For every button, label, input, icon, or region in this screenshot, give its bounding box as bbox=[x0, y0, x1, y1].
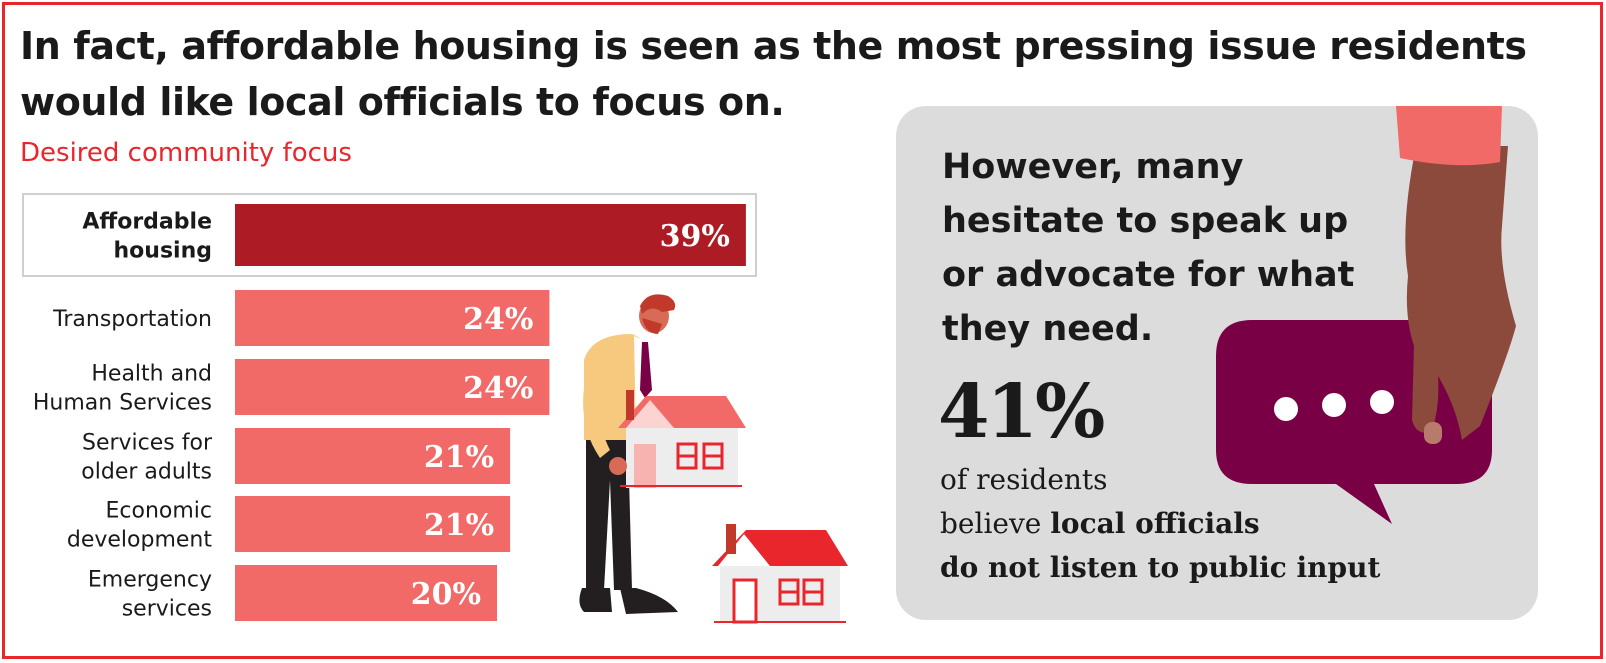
bar-chart: 39% Affordable housing 24% Transportation 24%… bbox=[22, 193, 757, 622]
callout-heading: However, many hesitate to speak up or ad… bbox=[942, 147, 1355, 349]
stat-line-2: believe local officials bbox=[940, 502, 1460, 546]
bar bbox=[235, 565, 497, 621]
bar bbox=[235, 496, 511, 552]
stat-line-3: do not listen to public input bbox=[940, 551, 1381, 584]
highlight-box bbox=[22, 193, 757, 277]
stat-value: 41% bbox=[938, 369, 1105, 455]
stat-line-2-plain: believe bbox=[940, 507, 1051, 540]
stat-line-2-bold: local officials bbox=[1050, 507, 1260, 540]
bar-value-label: 20% bbox=[411, 577, 481, 612]
house-icon bbox=[712, 524, 848, 624]
category-label: services bbox=[122, 597, 212, 622]
person-holding-house-icon bbox=[579, 294, 746, 614]
hand-icon bbox=[1396, 106, 1516, 444]
bar-value-label: 24% bbox=[463, 302, 533, 337]
bar-value-label: 21% bbox=[424, 440, 494, 475]
category-label: Human Services bbox=[33, 391, 212, 416]
bar bbox=[235, 290, 550, 346]
category-label: Economic bbox=[106, 499, 213, 524]
bar-value-label: 24% bbox=[463, 371, 533, 406]
category-label: Emergency bbox=[88, 568, 212, 593]
category-label: Affordable bbox=[82, 210, 212, 235]
headline: In fact, affordable housing is seen as t… bbox=[20, 24, 1527, 124]
category-label: older adults bbox=[81, 460, 212, 485]
bar-value-label: 39% bbox=[660, 219, 730, 254]
category-label: Health and bbox=[91, 362, 212, 387]
category-label: housing bbox=[114, 239, 212, 264]
bar bbox=[235, 428, 511, 484]
bar bbox=[235, 359, 550, 415]
callout-panel: However, many hesitate to speak up or ad… bbox=[896, 106, 1538, 620]
bar-value-label: 21% bbox=[424, 508, 494, 543]
category-label: development bbox=[67, 528, 213, 553]
stat-description: of residents believe local officials do … bbox=[940, 458, 1460, 590]
category-label: Transportation bbox=[52, 307, 212, 332]
stat-line-1: of residents bbox=[940, 463, 1108, 496]
category-label: Services for bbox=[82, 431, 213, 456]
chart-title: Desired community focus bbox=[20, 138, 352, 168]
bar bbox=[235, 204, 746, 266]
